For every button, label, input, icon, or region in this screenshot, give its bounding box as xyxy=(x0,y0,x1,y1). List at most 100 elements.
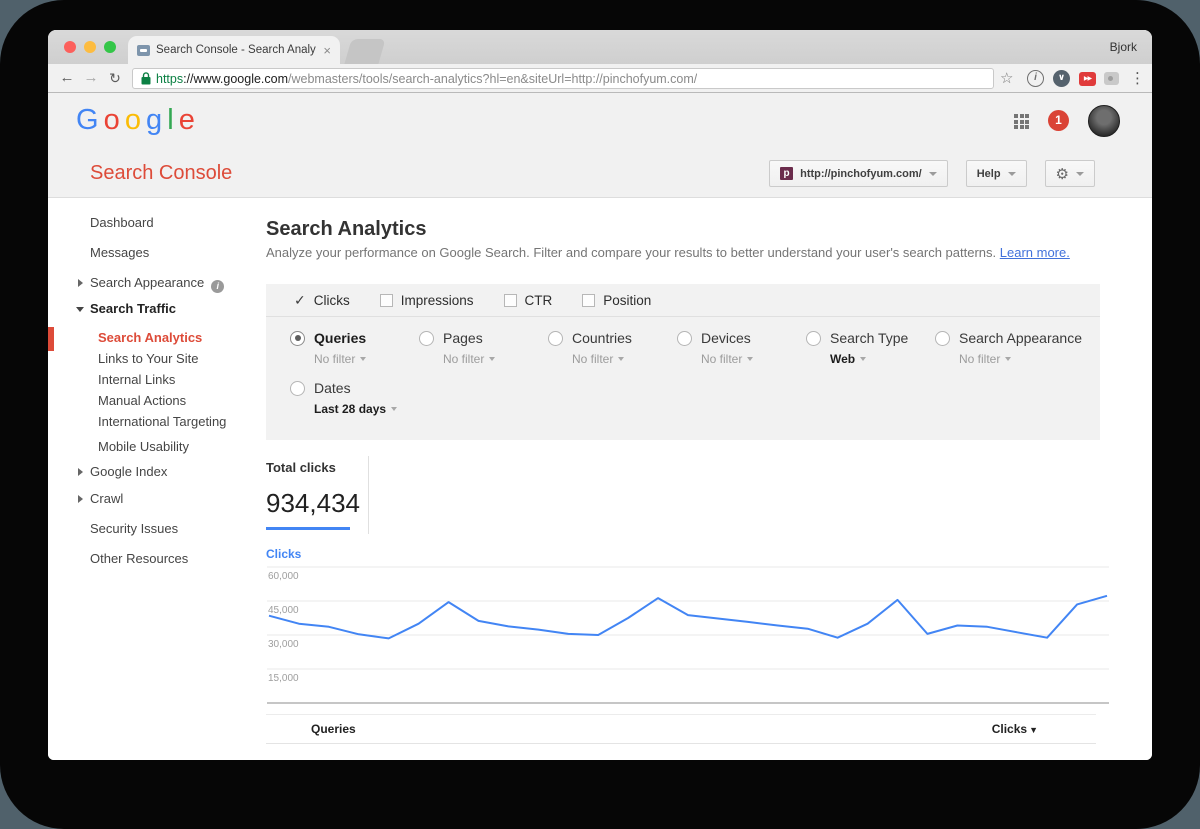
console-header: Search Console p http://pinchofyum.com/ … xyxy=(48,149,1152,198)
zoom-window-button[interactable] xyxy=(104,41,116,53)
radio-icon[interactable] xyxy=(677,331,692,346)
dimension-radio-row[interactable]: Search Type xyxy=(806,330,935,346)
dimension-radio-row[interactable]: Devices xyxy=(677,330,806,346)
settings-button[interactable]: ⚙ xyxy=(1045,160,1095,187)
help-button[interactable]: Help xyxy=(966,160,1027,187)
queries-column-header[interactable]: Queries xyxy=(311,722,356,736)
description-text: Analyze your performance on Google Searc… xyxy=(266,245,996,260)
sidebar-item[interactable]: Search Traffic xyxy=(48,300,265,320)
dimension-radio-row[interactable]: Countries xyxy=(548,330,677,346)
sidebar-item-label: Dashboard xyxy=(90,215,154,230)
sidebar-item[interactable]: Manual Actions xyxy=(48,393,265,410)
checkmark-icon: ✓ xyxy=(294,292,306,309)
dimension-option: Pages No filter xyxy=(419,330,548,366)
dates-radio-row[interactable]: Dates xyxy=(290,380,397,396)
dimension-label: Queries xyxy=(314,330,366,346)
dimension-radio-row[interactable]: Queries xyxy=(290,330,419,346)
dimension-option: Search Appearance No filter xyxy=(935,330,1082,366)
info-extension-icon[interactable]: i xyxy=(1027,70,1044,87)
sidebar-item-label: Search Analytics xyxy=(98,330,202,345)
back-icon[interactable]: ← xyxy=(58,64,76,92)
avatar[interactable] xyxy=(1088,105,1120,137)
sidebar-item[interactable]: Messages xyxy=(48,244,265,264)
sidebar-item-label: Manual Actions xyxy=(98,393,186,408)
reload-icon[interactable]: ↻ xyxy=(106,64,124,92)
radio-icon[interactable] xyxy=(548,331,563,346)
learn-more-link[interactable]: Learn more. xyxy=(1000,245,1070,260)
chevron-down-icon[interactable] xyxy=(76,307,84,312)
minimize-window-button[interactable] xyxy=(84,41,96,53)
checkbox-icon[interactable] xyxy=(504,294,517,307)
radio-icon[interactable] xyxy=(419,331,434,346)
tab-title: Search Console - Search Analy xyxy=(156,44,317,56)
google-logo-letter: l xyxy=(167,104,172,136)
dates-filter-dropdown[interactable]: Last 28 days xyxy=(314,402,397,416)
new-tab-button[interactable] xyxy=(344,39,385,64)
radio-icon[interactable] xyxy=(290,381,305,396)
sidebar-item[interactable]: Links to Your Site xyxy=(48,351,265,368)
total-clicks-value: 934,434 xyxy=(266,488,360,519)
metric-checkbox[interactable]: ✓ Clicks xyxy=(294,292,350,309)
dimension-radio-row[interactable]: Search Appearance xyxy=(935,330,1082,346)
sidebar-item-label: Other Resources xyxy=(90,551,188,566)
metric-checkbox[interactable]: Position xyxy=(582,293,651,308)
checkbox-icon[interactable] xyxy=(582,294,595,307)
selected-indicator xyxy=(48,327,54,351)
sidebar-item[interactable]: Search Appearance i xyxy=(48,274,265,294)
info-icon[interactable]: i xyxy=(211,280,224,293)
dates-row: Dates Last 28 days xyxy=(266,366,1100,416)
fastforward-extension-icon[interactable]: ▶▶ xyxy=(1079,72,1096,86)
browser-profile-name[interactable]: Bjork xyxy=(1110,30,1137,64)
browser-menu-icon[interactable]: ⋮ xyxy=(1130,64,1145,93)
google-logo[interactable]: G o o g l e xyxy=(76,104,193,137)
apps-grid-icon[interactable] xyxy=(1014,114,1029,129)
dimension-filter-dropdown[interactable]: No filter xyxy=(701,352,806,366)
checkbox-icon[interactable] xyxy=(380,294,393,307)
dimension-label: Devices xyxy=(701,330,751,346)
sidebar-item[interactable]: Dashboard xyxy=(48,214,265,234)
url-bar[interactable]: https://www.google.com/webmasters/tools/… xyxy=(132,68,994,89)
sidebar-item[interactable]: Other Resources xyxy=(48,550,265,570)
chat-extension-icon[interactable] xyxy=(1104,72,1119,85)
bookmark-star-icon[interactable]: ☆ xyxy=(1000,64,1013,93)
dimension-filter-dropdown[interactable]: No filter xyxy=(959,352,1082,366)
google-logo-letter: G xyxy=(76,104,97,136)
pocket-extension-icon[interactable]: ∨ xyxy=(1053,70,1070,87)
metric-checkbox[interactable]: Impressions xyxy=(380,293,474,308)
sidebar-item[interactable]: Search Analytics xyxy=(48,330,265,347)
dimension-filter-dropdown[interactable]: No filter xyxy=(572,352,677,366)
chevron-right-icon[interactable] xyxy=(78,468,83,476)
dimension-filter-dropdown[interactable]: No filter xyxy=(314,352,419,366)
chevron-down-icon xyxy=(860,357,866,361)
sidebar-item[interactable]: Google Index xyxy=(48,463,265,483)
clicks-column-header[interactable]: Clicks▼ xyxy=(992,722,1038,736)
sidebar-item[interactable]: Crawl xyxy=(48,490,265,510)
google-logo-letter: e xyxy=(179,104,194,136)
total-clicks-card[interactable]: Total clicks 934,434 xyxy=(266,460,360,530)
site-selector-button[interactable]: p http://pinchofyum.com/ xyxy=(769,160,948,187)
radio-icon[interactable] xyxy=(806,331,821,346)
close-window-button[interactable] xyxy=(64,41,76,53)
tab-close-icon[interactable]: × xyxy=(323,44,331,57)
chevron-down-icon xyxy=(1076,172,1084,176)
dimension-filter-dropdown[interactable]: Web xyxy=(830,352,935,366)
metric-checkbox[interactable]: CTR xyxy=(504,293,553,308)
chevron-down-icon xyxy=(747,357,753,361)
sort-descending-icon: ▼ xyxy=(1029,725,1038,735)
radio-icon[interactable] xyxy=(290,331,305,346)
dimension-radio-row[interactable]: Pages xyxy=(419,330,548,346)
lock-icon xyxy=(141,72,151,85)
sidebar-item[interactable]: Security Issues xyxy=(48,520,265,540)
chevron-right-icon[interactable] xyxy=(78,495,83,503)
radio-icon[interactable] xyxy=(935,331,950,346)
sidebar-item[interactable]: Mobile Usability xyxy=(48,439,265,456)
notification-badge[interactable]: 1 xyxy=(1048,110,1069,131)
chevron-right-icon[interactable] xyxy=(78,279,83,287)
browser-tab[interactable]: Search Console - Search Analy × xyxy=(128,36,340,64)
sidebar-item-label: Search Appearance xyxy=(90,275,204,290)
help-button-label: Help xyxy=(977,168,1001,180)
sidebar-item[interactable]: International Targeting xyxy=(48,414,265,431)
forward-icon[interactable]: → xyxy=(82,64,100,92)
dimension-filter-dropdown[interactable]: No filter xyxy=(443,352,548,366)
sidebar-item[interactable]: Internal Links xyxy=(48,372,265,389)
